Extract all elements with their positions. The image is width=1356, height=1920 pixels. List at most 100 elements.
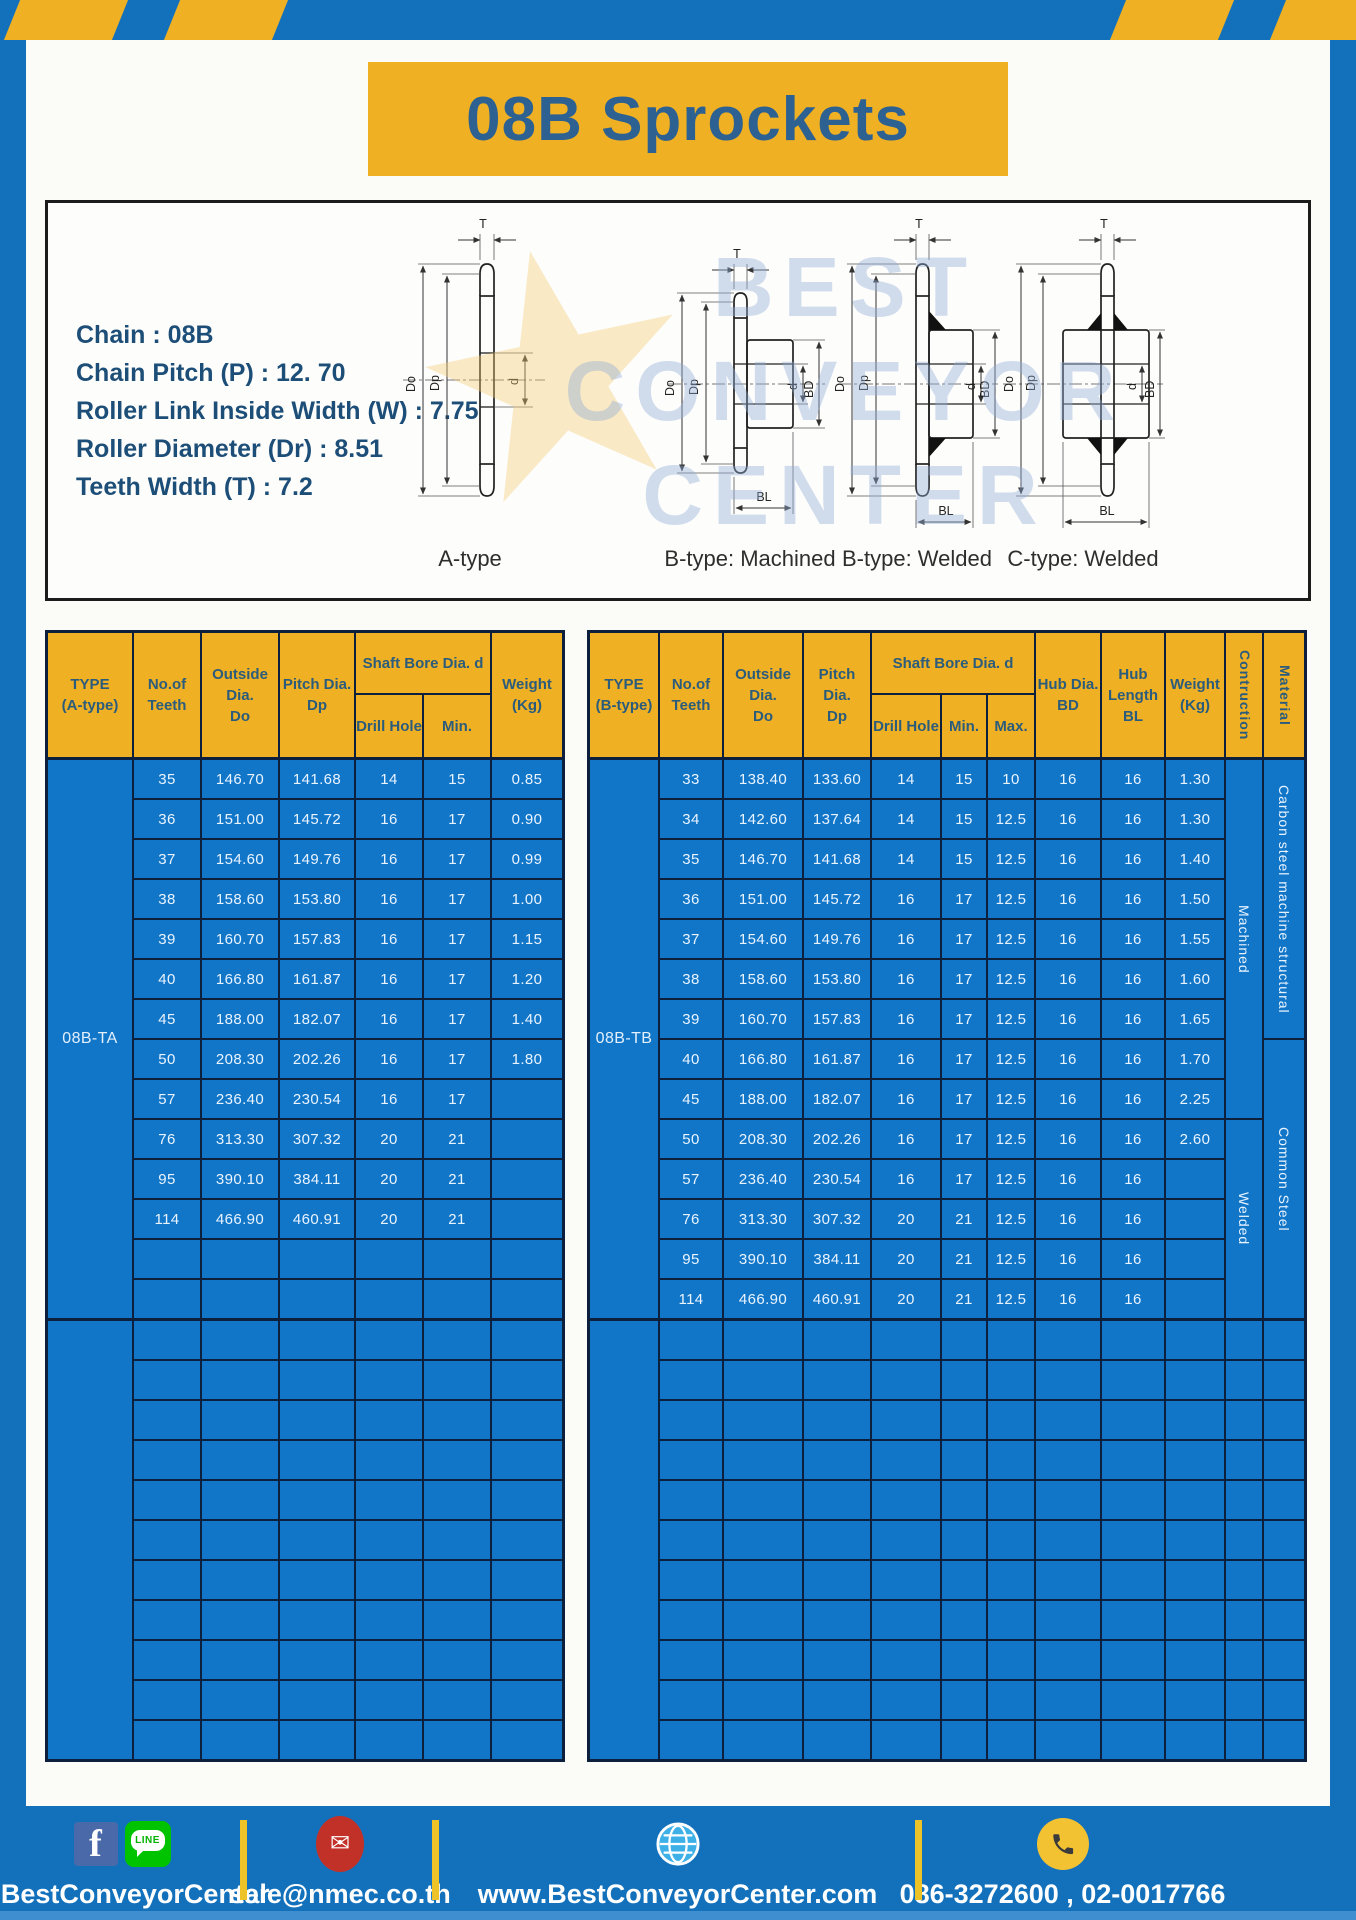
cell-pitch-dia: 161.87 bbox=[280, 960, 354, 998]
cell-teeth bbox=[660, 1681, 722, 1719]
cell-hub-dia: 16 bbox=[1036, 1120, 1100, 1158]
cell-pitch-dia: 153.80 bbox=[280, 880, 354, 918]
cell-pitch-dia: 460.91 bbox=[804, 1280, 870, 1318]
cell-teeth: 50 bbox=[134, 1040, 200, 1078]
cell-hub-length: 16 bbox=[1102, 1200, 1164, 1238]
cell-hub-length: 16 bbox=[1102, 960, 1164, 998]
cell-weight bbox=[1166, 1561, 1224, 1599]
cell-pitch-dia bbox=[804, 1561, 870, 1599]
dim-label-t: T bbox=[915, 217, 923, 231]
cell-material bbox=[1264, 1681, 1304, 1719]
cell-drill-hole: 16 bbox=[872, 880, 940, 918]
dim-label-do: Do bbox=[1002, 376, 1016, 392]
cell-teeth bbox=[134, 1361, 200, 1399]
cell-teeth bbox=[134, 1321, 200, 1359]
cell-min: 21 bbox=[942, 1280, 986, 1318]
bottom-strip bbox=[0, 1911, 1356, 1920]
cell-outside-dia bbox=[202, 1561, 278, 1599]
cell-construction bbox=[1226, 1401, 1262, 1439]
cell-min: 17 bbox=[424, 960, 490, 998]
cell-min bbox=[424, 1641, 490, 1679]
cell-outside-dia: 390.10 bbox=[724, 1240, 802, 1278]
cell-pitch-dia bbox=[804, 1401, 870, 1439]
spec-line: Chain Pitch (P) : 12. 70 bbox=[76, 359, 346, 387]
phone-icon bbox=[1036, 1818, 1089, 1870]
cell-drill-hole: 16 bbox=[356, 960, 422, 998]
cell-min bbox=[424, 1441, 490, 1479]
cell-hub-length bbox=[1102, 1561, 1164, 1599]
cell-material bbox=[1264, 1601, 1304, 1639]
diagram-box bbox=[45, 200, 1311, 601]
diagram-label-c-welded: C-type: Welded bbox=[1007, 546, 1159, 571]
cell-outside-dia: 208.30 bbox=[202, 1040, 278, 1078]
cell-hub-dia: 16 bbox=[1036, 1240, 1100, 1278]
cell-hub-length: 16 bbox=[1102, 840, 1164, 878]
cell-outside-dia: 151.00 bbox=[202, 800, 278, 838]
footer-email-section: ✉ sale@nmec.co.th bbox=[229, 1806, 451, 1920]
spec-line: Teeth Width (T) : 7.2 bbox=[76, 473, 313, 501]
cell-drill-hole: 16 bbox=[356, 920, 422, 958]
cell-weight bbox=[1166, 1601, 1224, 1639]
cell-hub-dia: 16 bbox=[1036, 1040, 1100, 1078]
cell-drill-hole bbox=[356, 1441, 422, 1479]
cell-max: 12.5 bbox=[988, 1160, 1034, 1198]
cell-teeth: 34 bbox=[660, 800, 722, 838]
cell-drill-hole: 16 bbox=[356, 800, 422, 838]
cell-construction bbox=[1226, 1601, 1262, 1639]
cell-drill-hole bbox=[356, 1681, 422, 1719]
cell-min bbox=[424, 1321, 490, 1359]
header-outside-dia: Outside Dia. Do bbox=[724, 633, 802, 757]
dim-label-bl: BL bbox=[1099, 504, 1114, 518]
dim-label-d: d bbox=[1125, 383, 1139, 390]
cell-weight: 1.00 bbox=[492, 880, 562, 918]
dim-label-dp: Dp bbox=[1024, 375, 1038, 391]
cell-pitch-dia: 202.26 bbox=[804, 1120, 870, 1158]
cell-max bbox=[988, 1641, 1034, 1679]
cell-drill-hole: 14 bbox=[872, 760, 940, 798]
cell-teeth: 40 bbox=[660, 1040, 722, 1078]
cell-weight: 2.60 bbox=[1166, 1120, 1224, 1158]
cell-min: 17 bbox=[942, 1000, 986, 1038]
cell-pitch-dia bbox=[804, 1601, 870, 1639]
cell-teeth bbox=[134, 1280, 200, 1318]
header-outside-dia: Outside Dia. Do bbox=[202, 633, 278, 757]
cell-hub-length bbox=[1102, 1721, 1164, 1759]
cell-drill-hole: 16 bbox=[356, 1040, 422, 1078]
cell-weight: 1.15 bbox=[492, 920, 562, 958]
cell-hub-length bbox=[1102, 1321, 1164, 1359]
cell-drill-hole: 20 bbox=[872, 1280, 940, 1318]
cell-drill-hole bbox=[872, 1441, 940, 1479]
cell-hub-dia: 16 bbox=[1036, 840, 1100, 878]
cell-max bbox=[988, 1361, 1034, 1399]
cell-min bbox=[942, 1641, 986, 1679]
cell-drill-hole: 16 bbox=[872, 960, 940, 998]
cell-pitch-dia: 157.83 bbox=[804, 1000, 870, 1038]
cell-hub-length bbox=[1102, 1681, 1164, 1719]
cell-hub-length: 16 bbox=[1102, 1120, 1164, 1158]
cell-outside-dia bbox=[724, 1641, 802, 1679]
cell-max: 12.5 bbox=[988, 1040, 1034, 1078]
cell-pitch-dia bbox=[280, 1441, 354, 1479]
type-cell-08b-ta: 08B-TA bbox=[48, 760, 132, 1318]
cell-teeth bbox=[660, 1721, 722, 1759]
cell-min bbox=[942, 1601, 986, 1639]
cell-hub-length: 16 bbox=[1102, 880, 1164, 918]
footer-divider bbox=[915, 1820, 922, 1900]
cell-max bbox=[988, 1561, 1034, 1599]
line-icon: LINE bbox=[124, 1821, 171, 1867]
cell-min: 15 bbox=[942, 840, 986, 878]
cell-drill-hole bbox=[356, 1361, 422, 1399]
sprocket-diagram-b-welded: Do Dp d BD BL T bbox=[833, 217, 1000, 528]
cell-teeth: 50 bbox=[660, 1120, 722, 1158]
cell-hub-dia: 16 bbox=[1036, 1000, 1100, 1038]
header-hub-length: Hub Length BL bbox=[1102, 633, 1164, 757]
cell-weight bbox=[492, 1120, 562, 1158]
cell-min bbox=[942, 1321, 986, 1359]
cell-pitch-dia: 460.91 bbox=[280, 1200, 354, 1238]
cell-construction bbox=[1226, 1481, 1262, 1519]
cell-weight bbox=[1166, 1681, 1224, 1719]
cell-weight: 1.80 bbox=[492, 1040, 562, 1078]
cell-max: 12.5 bbox=[988, 920, 1034, 958]
header-pitch-dia: Pitch Dia. Dp bbox=[280, 633, 354, 757]
cell-pitch-dia bbox=[280, 1401, 354, 1439]
